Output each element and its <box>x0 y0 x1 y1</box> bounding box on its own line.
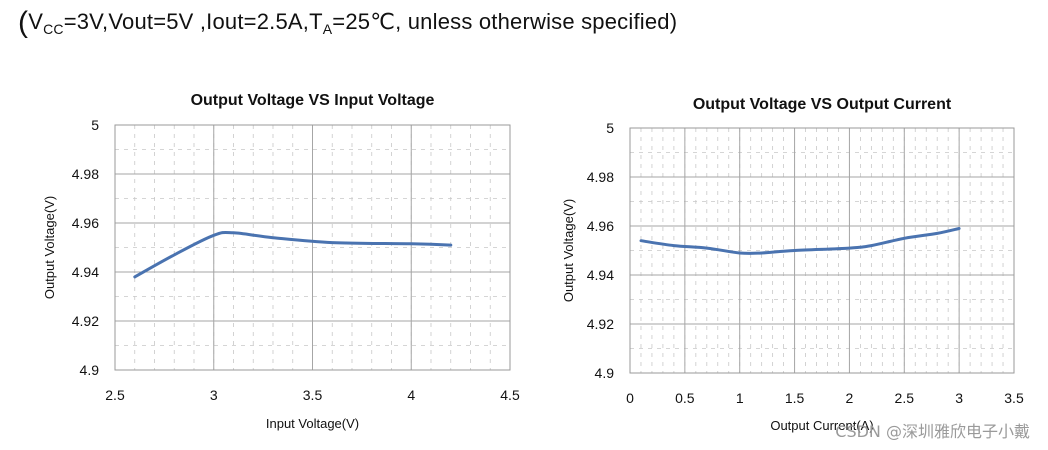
chart-title: Output Voltage VS Output Current <box>693 96 952 113</box>
x-tick-label: 3 <box>955 390 963 406</box>
y-tick-label: 4.94 <box>72 264 99 280</box>
watermark: CSDN @深圳雅欣电子小戴 <box>835 422 1030 441</box>
vcc-symbol: V <box>28 9 44 34</box>
x-tick-label: 1 <box>736 390 744 406</box>
x-tick-label: 4.5 <box>500 387 520 403</box>
conditions-open-paren: ( <box>18 6 29 39</box>
x-tick-label: 4 <box>407 387 415 403</box>
y-tick-label: 4.98 <box>72 166 99 182</box>
series-line <box>639 227 961 255</box>
test-conditions: (VCC=3V,Vout=5V ,Iout=2.5A,TA=25℃, unles… <box>18 6 677 40</box>
conditions-values: =3V,Vout=5V ,Iout=2.5A,T <box>63 9 323 34</box>
x-axis-label: Input Voltage(V) <box>266 416 359 431</box>
conditions-tail: =25℃, unless otherwise specified) <box>332 9 678 34</box>
x-tick-label: 2.5 <box>105 387 125 403</box>
x-tick-label: 1.5 <box>785 390 805 406</box>
x-tick-label: 3 <box>210 387 218 403</box>
y-axis-label: Output Voltage(V) <box>561 199 576 302</box>
y-tick-label: 4.94 <box>587 267 614 283</box>
x-tick-label: 0.5 <box>675 390 695 406</box>
y-tick-label: 4.9 <box>80 362 100 378</box>
x-tick-label: 2 <box>846 390 854 406</box>
chart-title: Output Voltage VS Input Voltage <box>191 92 435 109</box>
x-tick-label: 2.5 <box>895 390 915 406</box>
x-tick-label: 3.5 <box>1004 390 1024 406</box>
x-tick-label: 3.5 <box>303 387 323 403</box>
y-tick-label: 5 <box>606 120 614 136</box>
x-axis-label: Output Current(A) <box>770 418 873 433</box>
chart-input-voltage: 2.5 3 3.5 4 4.5 4.9 4.92 4.94 4.96 4.98 5 Output Vo… <box>42 92 520 431</box>
y-axis-label: Output Voltage(V) <box>42 196 57 299</box>
x-tick-label: 0 <box>626 390 634 406</box>
plot-frame <box>114 124 511 371</box>
vcc-subscript: CC <box>43 21 64 37</box>
y-tick-label: 4.96 <box>72 215 99 231</box>
plot-frame <box>629 127 1015 374</box>
chart-output-current: 0 0.5 1 1.5 2 2.5 3 3.5 4.9 4.92 4.94 4.96 4.98 5 Outp… <box>561 96 1024 433</box>
y-tick-label: 4.92 <box>587 316 614 332</box>
y-tick-label: 4.92 <box>72 313 99 329</box>
y-tick-label: 4.9 <box>595 365 615 381</box>
y-tick-label: 5 <box>91 117 99 133</box>
y-tick-label: 4.96 <box>587 218 614 234</box>
ta-subscript: A <box>322 21 333 37</box>
series-line <box>133 230 453 279</box>
y-tick-label: 4.98 <box>587 169 614 185</box>
